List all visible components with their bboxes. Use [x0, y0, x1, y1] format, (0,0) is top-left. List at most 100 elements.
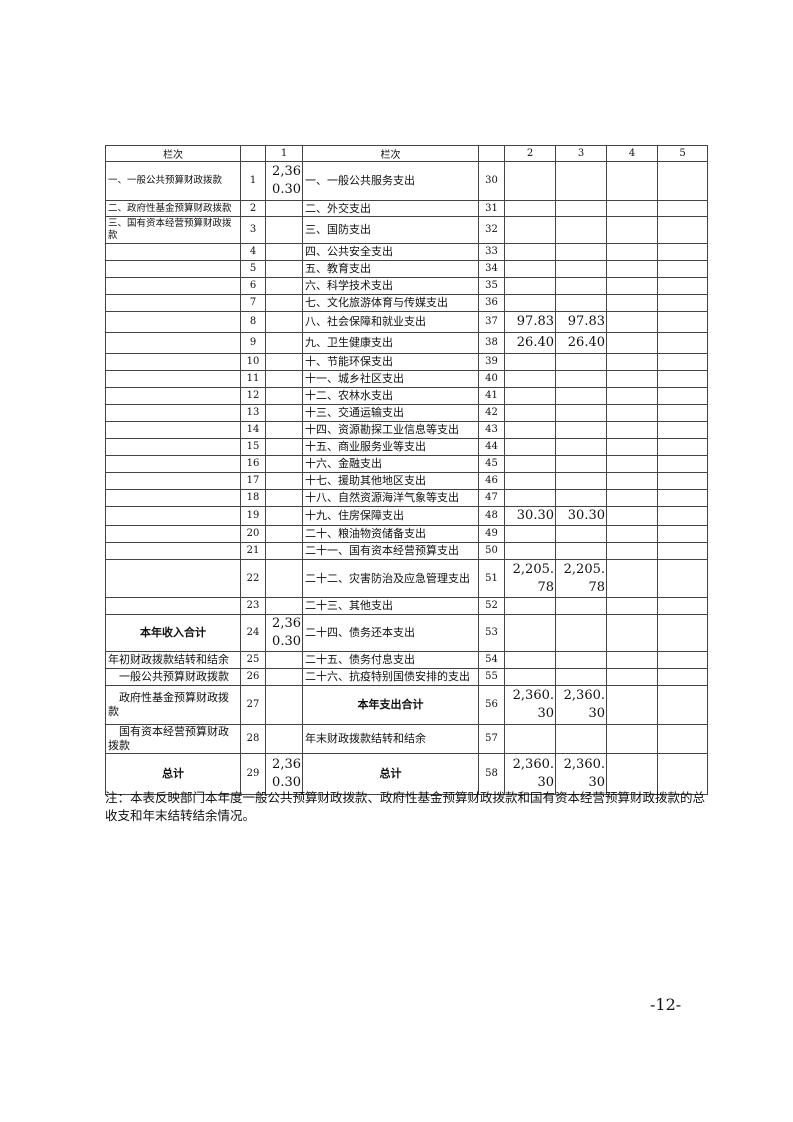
left-label [105, 404, 241, 422]
table-row: 一般公共预算财政拨款 26 二十六、抗疫特别国债安排的支出 55 [105, 668, 708, 686]
column-header [478, 145, 505, 162]
line-number: 44 [478, 438, 505, 456]
line-number: 26 [240, 668, 266, 686]
table-header-row: 栏次 1 栏次 2 3 4 5 [105, 145, 708, 162]
value-col2 [504, 542, 556, 560]
column-header: 2 [504, 145, 556, 162]
table-row: 18 十八、自然资源海洋气象等支出 47 [105, 489, 708, 507]
line-number: 21 [240, 542, 266, 560]
left-label [105, 438, 241, 456]
value-col4 [606, 294, 658, 312]
value-col2 [504, 614, 556, 652]
value-col3 [555, 353, 607, 371]
value-col3 [555, 668, 607, 686]
line-number: 30 [478, 161, 505, 201]
value-col5 [657, 353, 708, 371]
right-label: 二、外交支出 [302, 200, 479, 217]
value-col5 [657, 559, 708, 598]
left-label [105, 332, 241, 354]
value-col5 [657, 438, 708, 456]
left-label [105, 421, 241, 439]
value-col4 [606, 685, 658, 725]
column-header: 栏次 [302, 145, 479, 162]
value-col3 [555, 421, 607, 439]
table-row: 14 十四、资源勘探工业信息等支出 43 [105, 421, 708, 439]
table-row: 4 四、公共安全支出 33 [105, 243, 708, 261]
value-col2 [504, 438, 556, 456]
value-col1: 2,360.30 [265, 161, 303, 201]
right-label: 四、公共安全支出 [302, 243, 479, 261]
table-row: 本年收入合计 24 2,360.30 二十四、债务还本支出 53 [105, 614, 708, 652]
value-col3: 2,360.30 [555, 685, 607, 725]
left-label [105, 472, 241, 490]
line-number: 48 [478, 506, 505, 526]
line-number: 56 [478, 685, 505, 725]
left-label [105, 294, 241, 312]
value-col1 [265, 243, 303, 261]
value-col1 [265, 294, 303, 312]
table-row: 政府性基金预算财政拨款 27 本年支出合计 56 2,360.30 2,360.30 [105, 685, 708, 725]
value-col4 [606, 668, 658, 686]
line-number: 58 [478, 753, 505, 795]
value-col1 [265, 332, 303, 354]
left-label [105, 559, 241, 598]
left-label: 本年收入合计 [105, 614, 241, 652]
line-number: 23 [240, 597, 266, 615]
value-col1 [265, 559, 303, 598]
line-number: 43 [478, 421, 505, 439]
value-col2 [504, 294, 556, 312]
value-col1 [265, 506, 303, 526]
value-col2 [504, 200, 556, 217]
value-col1: 2,360.30 [265, 614, 303, 652]
right-label: 一、一般公共服务支出 [302, 161, 479, 201]
line-number: 29 [240, 753, 266, 795]
line-number: 22 [240, 559, 266, 598]
value-col4 [606, 387, 658, 405]
fiscal-appropriation-table: 栏次 1 栏次 2 3 4 5 一、一般公共预算财政拨款 1 2,360.30 一、一般公共服务支… [105, 145, 708, 795]
value-col5 [657, 404, 708, 422]
value-col4 [606, 421, 658, 439]
value-col1 [265, 216, 303, 244]
left-label: 三、国有资本经营预算财政拨款 [105, 216, 241, 244]
value-col3 [555, 542, 607, 560]
value-col2 [504, 668, 556, 686]
value-col3 [555, 597, 607, 615]
left-label [105, 506, 241, 526]
value-col2 [504, 353, 556, 371]
line-number: 3 [240, 216, 266, 244]
right-label: 十八、自然资源海洋气象等支出 [302, 489, 479, 507]
value-col2 [504, 597, 556, 615]
left-label [105, 353, 241, 371]
right-label: 二十四、债务还本支出 [302, 614, 479, 652]
value-col2 [504, 216, 556, 244]
value-col2 [504, 525, 556, 543]
line-number: 45 [478, 455, 505, 473]
page-number: -12- [650, 995, 682, 1014]
left-label [105, 243, 241, 261]
value-col5 [657, 651, 708, 669]
line-number: 49 [478, 525, 505, 543]
value-col5 [657, 277, 708, 295]
value-col4 [606, 438, 658, 456]
line-number: 7 [240, 294, 266, 312]
right-label: 七、文化旅游体育与传媒支出 [302, 294, 479, 312]
line-number: 40 [478, 370, 505, 388]
value-col4 [606, 277, 658, 295]
value-col4 [606, 404, 658, 422]
value-col2 [504, 472, 556, 490]
value-col4 [606, 161, 658, 201]
value-col5 [657, 753, 708, 795]
line-number: 12 [240, 387, 266, 405]
right-label: 十五、商业服务业等支出 [302, 438, 479, 456]
table-row: 9 九、卫生健康支出 38 26.40 26.40 [105, 332, 708, 354]
value-col5 [657, 506, 708, 526]
line-number: 4 [240, 243, 266, 261]
line-number: 42 [478, 404, 505, 422]
table-row: 21 二十一、国有资本经营预算支出 50 [105, 542, 708, 560]
column-header: 5 [657, 145, 708, 162]
line-number: 14 [240, 421, 266, 439]
line-number: 25 [240, 651, 266, 669]
value-col3 [555, 651, 607, 669]
value-col2 [504, 724, 556, 754]
right-label: 十九、住房保障支出 [302, 506, 479, 526]
